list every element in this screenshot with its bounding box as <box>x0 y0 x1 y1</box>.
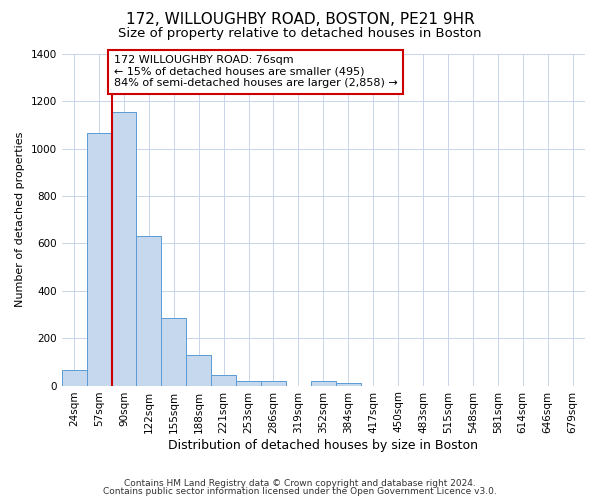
Text: Size of property relative to detached houses in Boston: Size of property relative to detached ho… <box>118 28 482 40</box>
X-axis label: Distribution of detached houses by size in Boston: Distribution of detached houses by size … <box>169 440 478 452</box>
Bar <box>161 318 186 386</box>
Bar <box>311 381 336 386</box>
Bar <box>211 375 236 386</box>
Bar <box>62 370 86 386</box>
Text: 172, WILLOUGHBY ROAD, BOSTON, PE21 9HR: 172, WILLOUGHBY ROAD, BOSTON, PE21 9HR <box>125 12 475 28</box>
Text: 172 WILLOUGHBY ROAD: 76sqm
← 15% of detached houses are smaller (495)
84% of sem: 172 WILLOUGHBY ROAD: 76sqm ← 15% of deta… <box>114 55 398 88</box>
Bar <box>186 355 211 386</box>
Bar <box>112 112 136 386</box>
Y-axis label: Number of detached properties: Number of detached properties <box>15 132 25 308</box>
Bar <box>86 134 112 386</box>
Text: Contains HM Land Registry data © Crown copyright and database right 2024.: Contains HM Land Registry data © Crown c… <box>124 478 476 488</box>
Bar <box>336 383 361 386</box>
Bar <box>236 381 261 386</box>
Text: Contains public sector information licensed under the Open Government Licence v3: Contains public sector information licen… <box>103 487 497 496</box>
Bar <box>136 236 161 386</box>
Bar <box>261 381 286 386</box>
